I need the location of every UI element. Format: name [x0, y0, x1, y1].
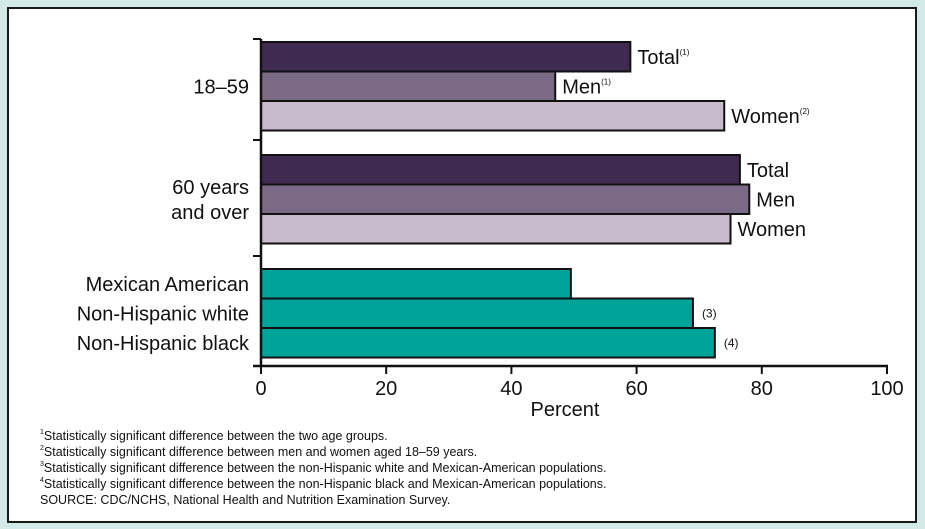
bar-label: Total	[747, 160, 789, 182]
bar-label: Women	[738, 219, 807, 241]
x-axis-title: Percent	[531, 399, 600, 421]
bar-chart: Total(1)Men(1)Women(2)18–59TotalMenWomen…	[77, 38, 904, 421]
bar	[260, 100, 726, 132]
bar	[260, 297, 694, 329]
bar-label: Men	[756, 189, 795, 211]
bar-note: (3)	[702, 306, 717, 320]
bar-note: (4)	[724, 336, 739, 350]
bar	[260, 268, 572, 300]
x-tick-label: 20	[375, 378, 397, 400]
bar-label: Men(1)	[562, 76, 611, 98]
group-label: 18–59	[193, 76, 249, 98]
bar-label: Women(2)	[731, 106, 810, 128]
bar	[260, 213, 732, 245]
footnote-3: 3Statistically significant difference be…	[40, 460, 607, 475]
bar	[260, 154, 741, 186]
footnote-1: 1Statistically significant difference be…	[40, 428, 388, 443]
group-label: 60 years	[172, 177, 249, 199]
category-label: Non-Hispanic black	[77, 333, 250, 355]
footnote-4: 4Statistically significant difference be…	[40, 476, 607, 491]
bar	[260, 183, 751, 215]
bar-label: Total(1)	[637, 47, 689, 69]
bar-label-note: (1)	[601, 77, 611, 86]
x-tick-label: 60	[625, 378, 647, 400]
bar	[260, 327, 716, 359]
chart-frame: Total(1) Men(1) Women(2) 18–59 Total Men Women…	[7, 7, 917, 523]
bar	[260, 70, 557, 102]
x-tick-label: 80	[751, 378, 773, 400]
group-label: and over	[171, 202, 249, 224]
category-label: Non-Hispanic white	[77, 303, 249, 325]
bar-label-note: (1)	[680, 48, 690, 57]
source-note: SOURCE: CDC/NCHS, National Health and Nu…	[40, 493, 451, 507]
bar	[260, 41, 632, 73]
x-tick-label: 100	[870, 378, 903, 400]
category-label: Mexican American	[86, 274, 249, 296]
footnote-2: 2Statistically significant difference be…	[40, 444, 478, 459]
x-tick-label: 40	[500, 378, 522, 400]
bar-label-note: (2)	[800, 107, 810, 116]
footnotes: 1Statistically significant difference be…	[40, 428, 606, 508]
x-tick-label: 0	[255, 378, 266, 400]
